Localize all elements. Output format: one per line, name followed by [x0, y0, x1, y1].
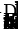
Text: 371: 371 [0, 4, 16, 21]
Text: result.  One interpretation is that the formation of iso-phorone and phorone: result. One interpretation is that the f… [3, 15, 18, 29]
Text: phorone, resulting in either the isophorone gaining a mass unit or remaining the: phorone, resulting in either the isophor… [3, 14, 18, 29]
Text: MO-D$_1$(g): MO-D$_1$(g) [13, 0, 18, 20]
Text: Proposed mechanism for acetone condensation reaction under
deuterated conditions: Proposed mechanism for acetone condensat… [4, 13, 18, 29]
Text: has occurred from the cyclisation of phorone to iso-phorone.  This is a puzzling: has occurred from the cyclisation of pho… [3, 14, 18, 29]
Text: occurs by different synthesis routes as originally suggested by Reichle [5]: occurs by different synthesis routes as … [3, 15, 18, 29]
Text: Ac-D$_1$ (a): Ac-D$_1$ (a) [9, 0, 18, 20]
Text: + 2H (a): + 2H (a) [0, 0, 18, 9]
Text: lost during the 1,6-Michael addition step.: lost during the 1,6-Michael addition ste… [3, 17, 18, 29]
Text: CH$_3$COCH$_2$ (a)  +  D (a)  $\Leftrightarrow$  CH$_3$COCH$_2$D (a): CH$_3$COCH$_2$ (a) + D (a) $\Leftrightar… [4, 6, 18, 28]
Text: PH-D$_2$ (a): PH-D$_2$ (a) [0, 0, 18, 21]
Text: D$_2$  $\Leftrightarrow$  2D(a): D$_2$ $\Leftrightarrow$ 2D(a) [4, 5, 18, 27]
Text: Figure 5: Figure 5 [3, 13, 18, 29]
Text: MIBK-D$_1$: MIBK-D$_1$ [0, 0, 5, 19]
Text: H-D Exchange: H-D Exchange [4, 5, 18, 24]
Text: D/H exchange: D/H exchange [9, 2, 18, 20]
Text: same.  This however, was not been observed, rather a decrease in one mass unit: same. This however, was not been observe… [3, 14, 18, 29]
Text: Ac (a): Ac (a) [9, 0, 18, 17]
Text: Condensation and Hydrogenation Products: Condensation and Hydrogenation Products [4, 7, 18, 28]
Text: IPH-D$_1$(g): IPH-D$_1$(g) [13, 1, 18, 23]
Text: CH$_3$COCH$_3$ (a)  $\Leftrightarrow$  CH$_3$COCH$_2$ (a)  +  H (a): CH$_3$COCH$_3$ (a) $\Leftrightarrow$ CH$… [4, 6, 18, 27]
Text: under vapour phase conditions.  Alternatively, a single D could be selectively: under vapour phase conditions. Alternati… [3, 16, 18, 29]
Text: CH$_3$COCH$_2$D (a)  $\Leftrightarrow$  CH$_3$COCH$_2$D (g): CH$_3$COCH$_2$D (a) $\Leftrightarrow$ CH… [4, 7, 18, 29]
Text: PH-D$_2$(g): PH-D$_2$(g) [13, 0, 18, 22]
Text: Ac-D$_1$(a): Ac-D$_1$(a) [0, 0, 18, 8]
Text: IPH-D$_1$ (a): IPH-D$_1$ (a) [0, 1, 18, 23]
Text: Ac (a): Ac (a) [0, 1, 5, 18]
Text: demonstrating that iso-phorone may be formed via three alternative routes: demonstrating that iso-phorone may be fo… [3, 16, 18, 29]
Text: CH$_3$COCH$_3$  $\Leftrightarrow$  CH$_3$COCH$_3$ (a): CH$_3$COCH$_3$ $\Leftrightarrow$ CH$_3$C… [4, 5, 18, 27]
Text: Canning, Jackson, McLeod, and Vass: Canning, Jackson, McLeod, and Vass [3, 4, 18, 21]
Text: MO-D$_1$ (a): MO-D$_1$ (a) [0, 0, 18, 20]
Text: process a deuterium would be donated to the phorone intermediate to form iso-: process a deuterium would be donated to … [3, 13, 18, 29]
